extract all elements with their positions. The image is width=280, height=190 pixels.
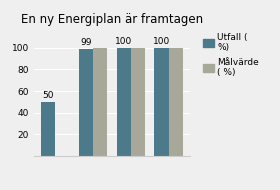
Text: 99: 99 [80, 38, 92, 47]
Bar [116, 48, 131, 156]
Title: En ny Energiplan är framtagen: En ny Energiplan är framtagen [21, 13, 203, 26]
Bar [41, 102, 55, 156]
Bar [155, 48, 169, 156]
Bar [93, 48, 108, 156]
Text: 100: 100 [115, 37, 132, 46]
Legend: Utfall (
%), Målvärde
( %): Utfall ( %), Målvärde ( %) [203, 33, 259, 77]
Bar [169, 48, 183, 156]
Text: 100: 100 [153, 37, 170, 46]
Bar [131, 48, 145, 156]
Bar [79, 49, 93, 156]
Text: 50: 50 [42, 91, 54, 100]
